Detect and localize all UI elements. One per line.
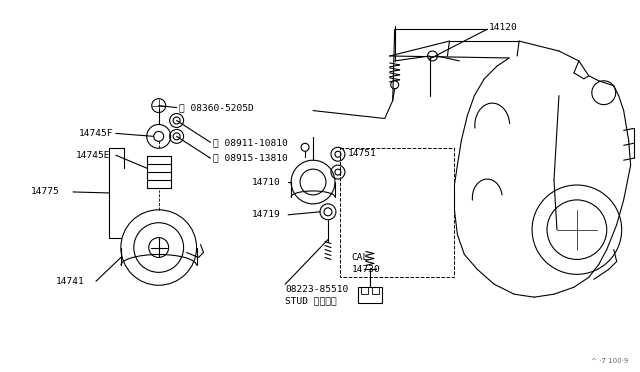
Text: 14120: 14120 xyxy=(489,23,518,32)
Text: 14710: 14710 xyxy=(252,177,281,186)
Text: 14719: 14719 xyxy=(252,210,281,219)
Bar xyxy=(358,287,381,303)
Text: 14751: 14751 xyxy=(348,149,376,158)
Bar xyxy=(340,148,454,277)
Text: STUD スタッド: STUD スタッド xyxy=(285,296,337,306)
Bar xyxy=(372,287,379,294)
Text: 14745F: 14745F xyxy=(79,129,113,138)
Text: Ⓦ 08915-13810: Ⓦ 08915-13810 xyxy=(214,154,288,163)
Text: 14775: 14775 xyxy=(31,187,60,196)
Text: Ⓝ 08911-10810: Ⓝ 08911-10810 xyxy=(214,138,288,147)
Text: ^ ·7 100·9: ^ ·7 100·9 xyxy=(591,357,628,364)
Text: 14745E: 14745E xyxy=(76,151,111,160)
Text: 14730: 14730 xyxy=(352,265,381,274)
Text: Ⓢ 08360-5205D: Ⓢ 08360-5205D xyxy=(179,103,253,112)
Bar xyxy=(361,287,368,294)
Text: 08223-85510: 08223-85510 xyxy=(285,285,348,294)
Text: CAL: CAL xyxy=(352,253,369,262)
Text: 14741: 14741 xyxy=(56,277,85,286)
